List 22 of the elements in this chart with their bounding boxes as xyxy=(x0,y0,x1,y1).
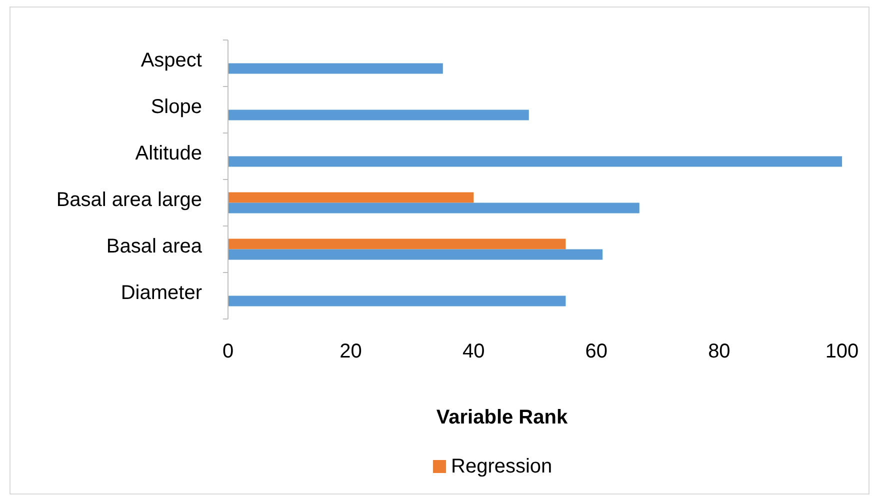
bar xyxy=(228,156,842,167)
bar xyxy=(228,238,566,250)
y-tick-label: Basal area large xyxy=(56,189,202,212)
bar xyxy=(228,296,566,306)
bar xyxy=(228,192,474,203)
bar xyxy=(228,202,640,214)
y-tick-label: Slope xyxy=(150,96,202,118)
x-tick-label: 0 xyxy=(222,340,234,362)
x-axis-title: Variable Rank xyxy=(436,406,568,428)
bar xyxy=(228,110,529,120)
x-tick-label: 20 xyxy=(340,340,362,362)
y-tick-label: Diameter xyxy=(120,282,202,304)
x-tick-label: 100 xyxy=(825,340,859,362)
y-tick-label: Altitude xyxy=(135,142,202,165)
y-tick-label: Basal area xyxy=(106,236,203,258)
y-tick-label: Aspect xyxy=(140,50,202,72)
x-tick-label: 80 xyxy=(708,340,730,362)
x-tick-label: 40 xyxy=(462,340,485,362)
legend-label: Regression xyxy=(451,455,552,478)
bar xyxy=(228,63,443,74)
bar xyxy=(228,249,603,260)
x-tick-label: 60 xyxy=(585,340,608,362)
